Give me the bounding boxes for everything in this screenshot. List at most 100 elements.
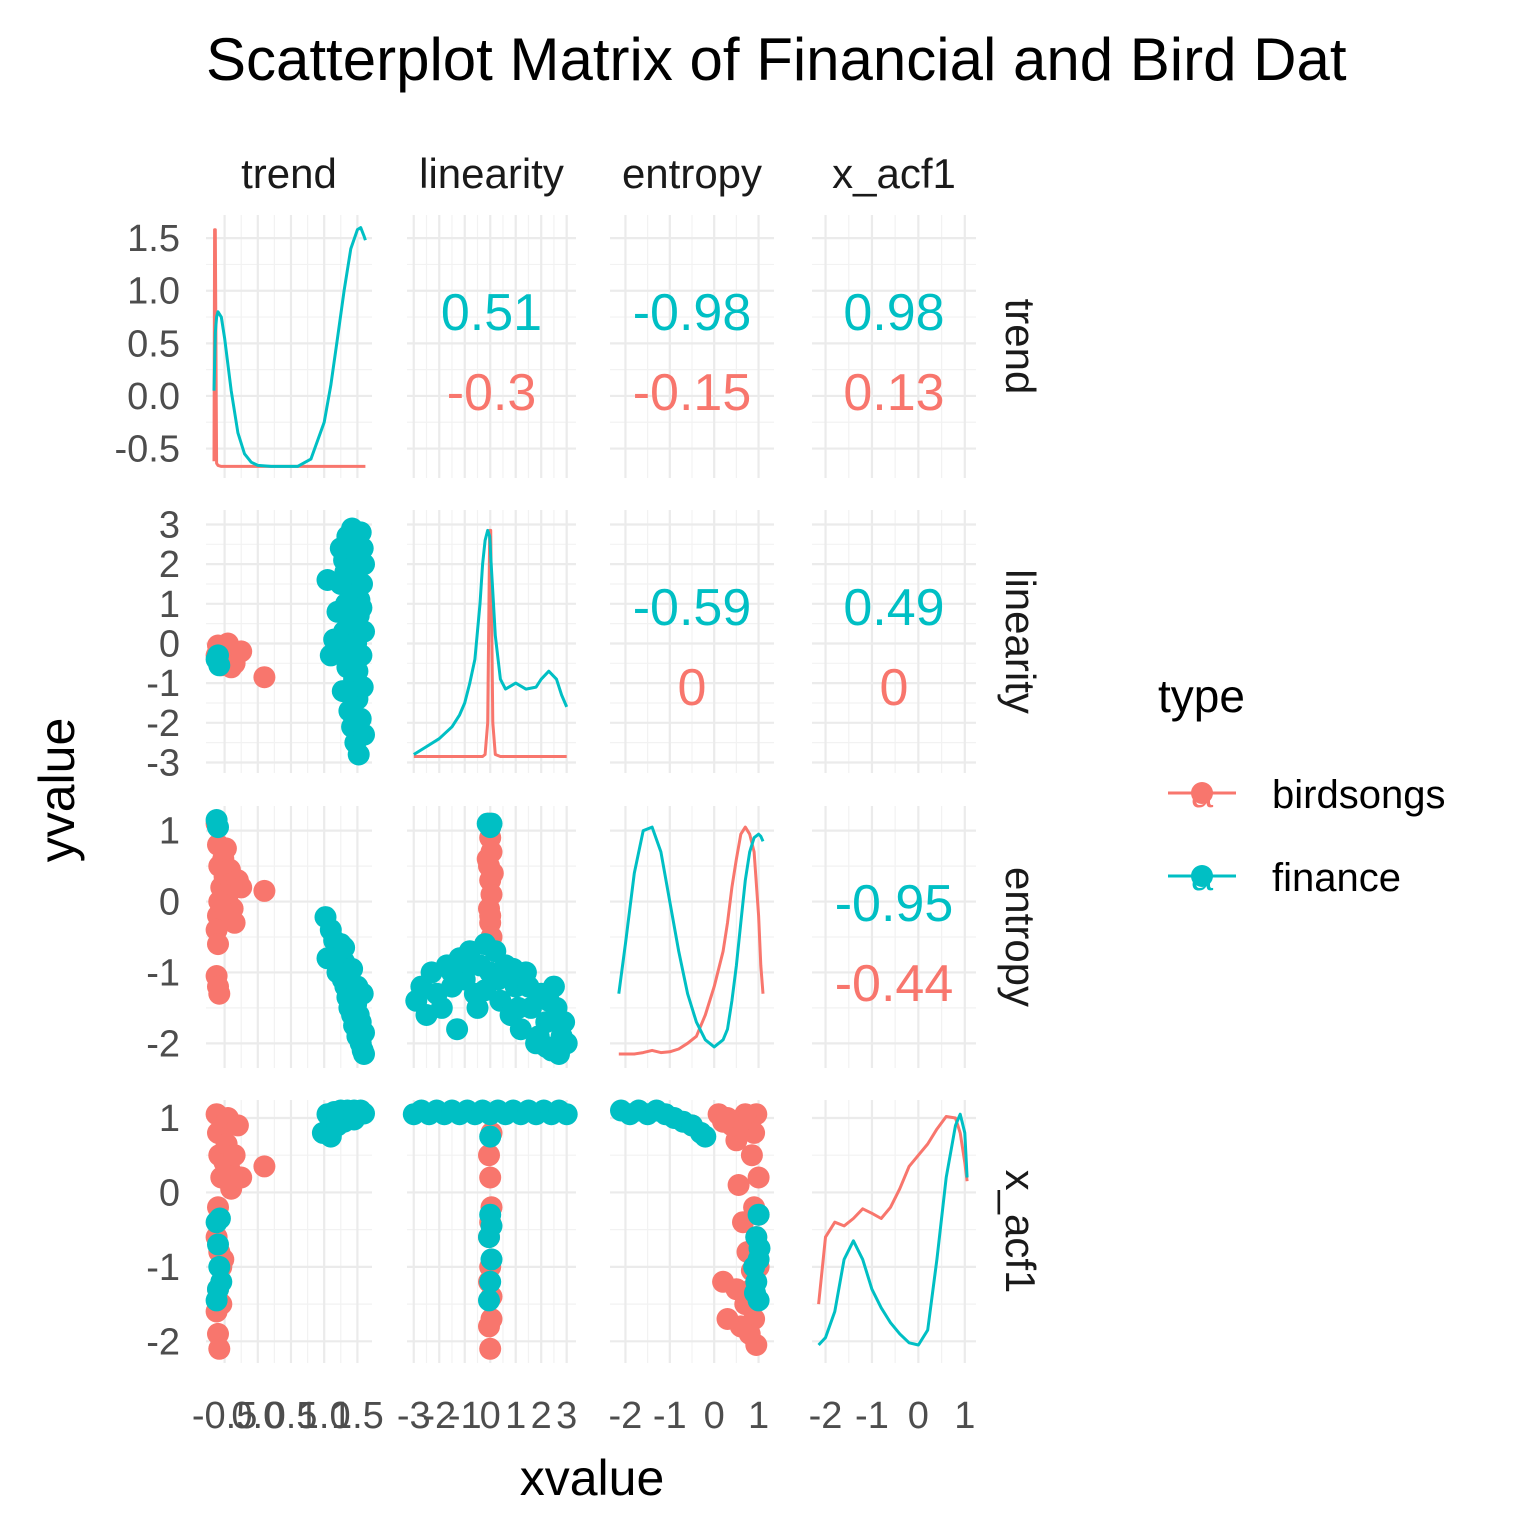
point-finance-linearity_entropy-41: [535, 1035, 558, 1058]
y-tick-entropy-3: -2: [146, 1023, 180, 1065]
point-finance-trend_linearity-43: [346, 660, 369, 683]
point-finance-linearity_entropy-8: [430, 996, 453, 1019]
x-tick-trend-0: -0.5: [192, 1395, 257, 1437]
strip-top-entropy: entropy: [622, 150, 762, 197]
strip-top-x_acf1: x_acf1: [832, 150, 956, 197]
corr-birdsongs-trend-linearity: -0.3: [447, 364, 537, 422]
legend-label-birdsongs: birdsongs: [1272, 773, 1445, 817]
strip-right-entropy: entropy: [997, 867, 1044, 1007]
corr-birdsongs-trend-entropy: -0.15: [633, 364, 752, 422]
x-tick-x_acf1-2: 0: [908, 1395, 929, 1437]
strip-top-trend: trend: [241, 150, 337, 197]
strip-right-trend: trend: [997, 299, 1044, 395]
corr-finance-linearity-entropy: -0.59: [633, 579, 752, 637]
legend-key-birdsongs-point: [1191, 782, 1213, 804]
point-finance-trend_entropy-29: [346, 975, 369, 998]
x-tick-linearity-3: 0: [480, 1395, 501, 1437]
y-tick-linearity-2: 1: [159, 584, 180, 626]
panel-x_acf1-x_acf1: [812, 1100, 976, 1363]
point-finance-linearity_x_acf1-24: [480, 1248, 503, 1271]
panel-entropy-linearity: [405, 806, 578, 1068]
point-birdsongs-trend_x_acf1-12: [230, 1166, 253, 1189]
x-tick-trend-3: 1.0: [298, 1395, 351, 1437]
x-tick-linearity-4: 1: [505, 1395, 526, 1437]
point-finance-trend_linearity-2: [207, 644, 229, 667]
point-birdsongs-linearity_entropy-12: [479, 904, 502, 927]
point-finance-linearity_entropy-24: [509, 1018, 532, 1041]
y-tick-linearity-3: 0: [159, 623, 180, 665]
y-tick-entropy-0: 1: [159, 811, 180, 853]
panel-trend-x_acf1: 0.98 0.13: [812, 215, 976, 478]
density-finance-x_acf1: [817, 1112, 969, 1347]
legend-label-finance: finance: [1272, 856, 1401, 900]
strip-right-x_acf1: x_acf1: [997, 1170, 1044, 1294]
x-tick-linearity-2: -1: [448, 1395, 482, 1437]
y-tick-entropy-2: -1: [146, 952, 180, 994]
panel-x_acf1-entropy: [610, 1099, 774, 1363]
panel-entropy-x_acf1: -0.95 -0.44: [812, 806, 976, 1068]
point-finance-trend_linearity-41: [338, 640, 361, 663]
point-birdsongs-linearity_x_acf1-11: [480, 1308, 503, 1330]
point-finance-linearity_entropy-45: [456, 950, 479, 973]
y-tick-linearity-0: 3: [159, 504, 180, 546]
panel-linearity-entropy: -0.59 0: [610, 510, 774, 773]
x-axis-label: xvalue: [520, 1450, 665, 1506]
point-birdsongs-trend_linearity-9: [253, 666, 276, 689]
x-tick-x_acf1-3: 1: [954, 1395, 975, 1437]
point-finance-trend_linearity-37: [353, 620, 375, 643]
corr-birdsongs-linearity-x_acf1: 0: [880, 659, 909, 717]
point-finance-entropy_x_acf1-16: [743, 1255, 766, 1278]
point-finance-linearity_x_acf1-20: [555, 1103, 578, 1126]
point-finance-linearity_x_acf1-26: [478, 1289, 500, 1312]
point-finance-linearity_x_acf1-21: [479, 1125, 502, 1148]
legend-key-finance-glyph: a: [1191, 855, 1214, 899]
point-birdsongs-entropy_x_acf1-2: [740, 1144, 763, 1167]
point-finance-trend_x_acf1-1: [207, 1233, 229, 1256]
point-birdsongs-trend_entropy-11: [223, 911, 246, 934]
point-finance-trend_x_acf1-5: [208, 1207, 231, 1230]
y-tick-x_acf1-1: 0: [159, 1172, 180, 1214]
chart-title: Scatterplot Matrix of Financial and Bird…: [206, 26, 1347, 93]
x-tick-entropy-1: -1: [653, 1395, 687, 1437]
point-finance-trend_linearity-29: [347, 743, 370, 766]
point-finance-linearity_entropy-46: [553, 1011, 576, 1034]
strip-right-linearity: linearity: [997, 569, 1044, 714]
panel-entropy-entropy: [610, 806, 774, 1068]
panel-linearity-x_acf1: 0.49 0: [812, 510, 976, 773]
density-finance-linearity: [413, 528, 569, 756]
legend-key-birdsongs: a birdsongs: [1168, 772, 1445, 817]
y-tick-trend-2: 0.5: [127, 323, 180, 365]
panel-linearity-trend: [205, 510, 375, 773]
y-tick-x_acf1-3: -2: [146, 1321, 180, 1363]
panel-trend-entropy: -0.98 -0.15: [610, 215, 774, 478]
corr-finance-trend-entropy: -0.98: [633, 284, 752, 342]
density-birdsongs-x_acf1: [817, 1115, 969, 1305]
point-finance-trend_linearity-42: [334, 561, 357, 584]
panel-trend-linearity: 0.51 -0.3: [407, 215, 576, 478]
point-birdsongs-entropy_x_acf1-22: [716, 1308, 739, 1330]
x-tick-linearity-5: 2: [531, 1395, 552, 1437]
corr-birdsongs-entropy-x_acf1: -0.44: [835, 955, 954, 1013]
point-birdsongs-entropy_x_acf1-11: [707, 1103, 730, 1126]
point-finance-trend_linearity-34: [351, 573, 373, 595]
point-finance-trend_entropy-31: [333, 936, 356, 959]
point-finance-linearity_entropy-36: [507, 996, 530, 1019]
point-finance-entropy_x_acf1-11: [747, 1203, 770, 1226]
point-finance-entropy_x_acf1-17: [744, 1281, 766, 1304]
corr-finance-entropy-x_acf1: -0.95: [835, 875, 954, 933]
point-finance-linearity_entropy-11: [446, 1018, 469, 1041]
point-birdsongs-trend_x_acf1-23: [253, 1155, 276, 1178]
point-finance-entropy_x_acf1-18: [748, 1237, 771, 1260]
point-finance-entropy_x_acf1-10: [694, 1125, 717, 1148]
legend: type a birdsongs a finance: [1158, 670, 1445, 900]
matrix-panels: 0.51-0.3-0.98-0.150.980.13-0.5900.490-0.…: [205, 215, 976, 1363]
y-tick-linearity-6: -3: [146, 742, 180, 784]
point-birdsongs-trend_x_acf1-20: [208, 1337, 231, 1360]
y-tick-linearity-5: -2: [146, 703, 180, 745]
point-finance-linearity_entropy-47: [537, 989, 560, 1012]
x-tick-trend-2: 0.5: [265, 1395, 318, 1437]
point-finance-linearity_x_acf1-27: [480, 1214, 503, 1237]
point-finance-linearity_entropy-44: [474, 979, 497, 1002]
panel-trend-trend: [206, 215, 372, 478]
